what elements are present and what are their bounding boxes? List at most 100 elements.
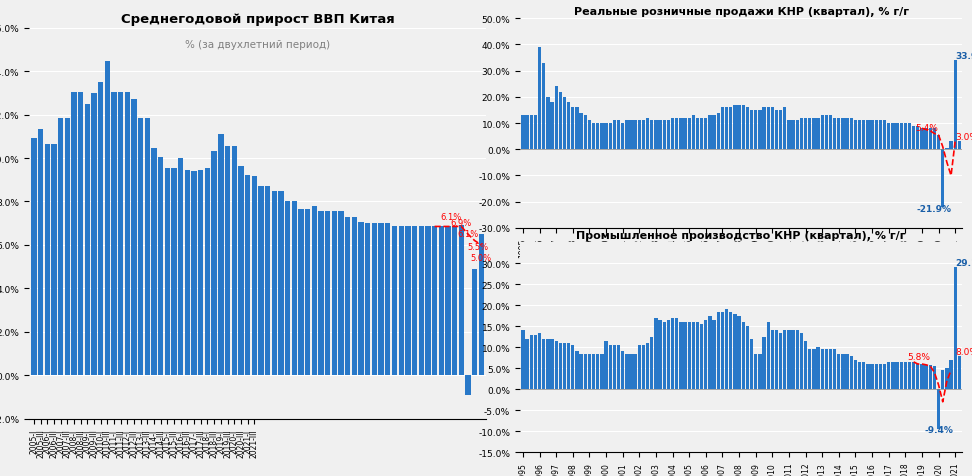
Title: Среднегодовой прирост ВВП Китая: Среднегодовой прирост ВВП Китая [121,13,395,26]
Bar [842,354,845,389]
Bar [758,111,761,150]
Bar [758,354,761,389]
Bar [305,209,310,376]
Bar [658,121,662,150]
Bar [887,124,890,150]
Bar [775,111,779,150]
Bar [887,362,890,389]
Bar [245,176,250,376]
Bar [712,116,715,150]
Bar [538,333,541,389]
Bar [820,349,824,389]
Bar [692,116,695,150]
Bar [696,322,699,389]
Bar [238,166,244,376]
Bar [667,320,670,389]
Bar [725,108,728,150]
Bar [796,121,799,150]
Bar [563,98,566,150]
Bar [716,113,720,150]
Bar [824,349,828,389]
Bar [733,106,737,150]
Bar [575,352,578,389]
Bar [700,119,704,150]
Bar [754,111,757,150]
Bar [392,227,398,376]
Bar [459,226,464,376]
Bar [787,331,790,389]
Bar [530,116,533,150]
Bar [124,92,130,376]
Bar [38,129,43,376]
Bar [419,227,424,376]
Bar [879,364,882,389]
Text: 6.9%: 6.9% [451,219,472,228]
Bar [808,119,812,150]
Bar [891,124,894,150]
Bar [625,354,629,389]
Bar [721,312,724,389]
Title: Промышленное производство КНР (квартал), % г/г: Промышленное производство КНР (квартал),… [576,230,906,240]
Bar [858,362,861,389]
Bar [601,124,604,150]
Bar [813,349,816,389]
Bar [64,119,70,376]
Bar [612,121,616,150]
Bar [45,145,50,376]
Bar [679,119,682,150]
Bar [676,119,678,150]
Bar [908,362,911,389]
Bar [775,331,779,389]
Bar [937,389,940,429]
Bar [85,104,90,376]
Bar [638,121,641,150]
Bar [559,92,562,150]
Bar [621,352,624,389]
Bar [904,362,907,389]
Bar [319,212,324,376]
Bar [385,224,391,376]
Bar [371,224,377,376]
Bar [542,339,545,389]
Text: 5.4%: 5.4% [916,124,939,132]
Bar [858,121,861,150]
Bar [945,368,949,389]
Bar [338,212,344,376]
Bar [738,316,741,389]
Bar [298,209,303,376]
Bar [954,268,956,389]
Bar [579,113,583,150]
Bar [642,346,645,389]
Bar [534,116,538,150]
Bar [904,124,907,150]
Bar [526,116,529,150]
Bar [933,367,936,389]
Bar [804,119,807,150]
Bar [846,119,849,150]
Text: -21.9%: -21.9% [917,204,952,213]
Bar [783,108,786,150]
Bar [271,191,277,376]
Bar [542,64,545,150]
Bar [138,119,144,376]
Bar [920,364,923,389]
Bar [608,124,612,150]
Bar [767,322,770,389]
Bar [164,169,170,376]
Text: 33.9%: 33.9% [955,51,972,60]
Bar [612,346,616,389]
Text: 5.0%: 5.0% [470,254,492,263]
Bar [225,147,230,376]
Bar [466,376,470,395]
Bar [712,320,715,389]
Bar [771,108,774,150]
Bar [445,227,451,376]
Bar [252,177,257,376]
Bar [883,364,886,389]
Bar [692,322,695,389]
Bar [833,119,836,150]
Bar [749,111,753,150]
Text: 29.1%: 29.1% [955,258,972,268]
Bar [131,100,137,376]
Bar [950,360,953,389]
